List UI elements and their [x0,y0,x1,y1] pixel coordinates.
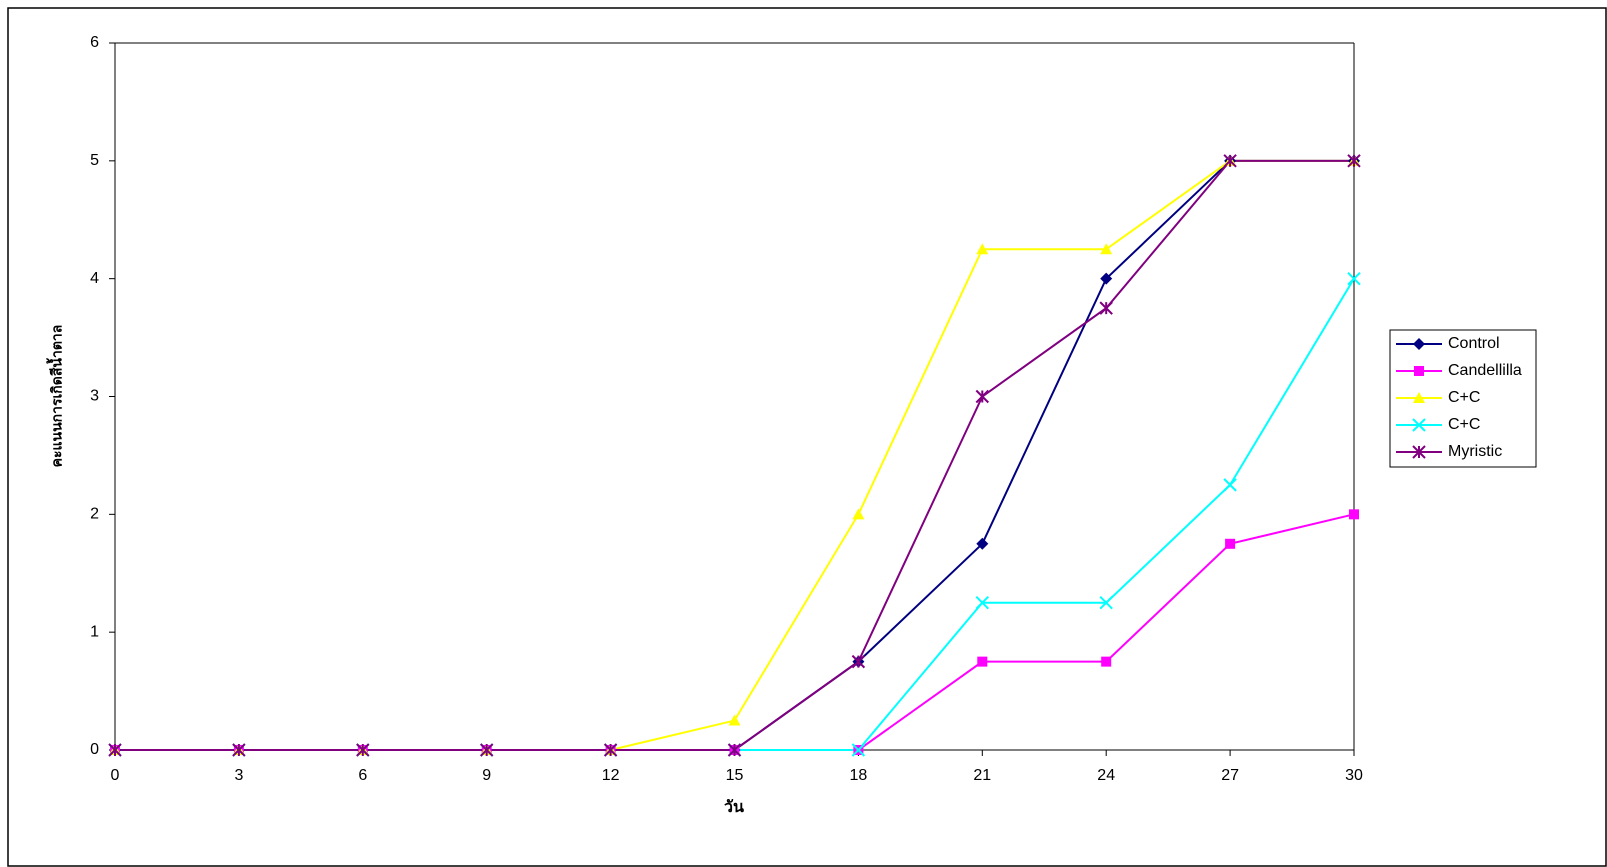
marker [728,714,741,726]
legend-label: C+C [1448,416,1480,433]
legend-label: C+C [1448,389,1480,406]
marker [851,654,866,669]
marker [1099,301,1113,315]
marker [1223,478,1237,492]
marker [1100,272,1113,285]
marker [1100,243,1113,255]
frame [7,7,1607,867]
x-tick-label: 3 [234,767,243,784]
legend-label: Myristic [1448,443,1502,460]
y-tick-label: 2 [90,506,99,523]
legend-label: Candellilla [1448,362,1522,379]
y-tick-label: 5 [90,152,99,169]
x-tick-label: 12 [602,767,620,784]
marker [232,743,246,757]
y-tick-label: 6 [90,34,99,51]
legend-label: Control [1448,335,1500,352]
marker [1413,338,1425,350]
marker [1225,538,1236,549]
marker [976,537,989,550]
x-tick-label: 21 [973,767,991,784]
marker [1349,509,1359,520]
marker [1101,656,1112,667]
marker [108,743,122,757]
marker [1412,418,1426,432]
x-tick-label: 27 [1221,767,1239,784]
y-axis-label: คะแนนการเกิดสีน้ำตาล [46,325,65,468]
x-tick-label: 0 [111,767,120,784]
marker [1413,392,1425,403]
marker [1414,366,1424,376]
marker [603,743,618,757]
x-tick-label: 15 [726,767,744,784]
marker [1412,445,1426,459]
x-tick-label: 18 [850,767,868,784]
marker [1223,154,1237,168]
marker [975,596,990,610]
x-tick-label: 30 [1345,767,1363,784]
x-tick-label: 6 [358,767,367,784]
marker [852,508,865,520]
y-tick-label: 3 [90,388,99,405]
x-tick-label: 24 [1097,767,1115,784]
marker [851,743,866,757]
marker [727,743,742,757]
y-tick-label: 4 [90,270,99,287]
marker [1347,271,1361,286]
marker [976,243,989,255]
y-tick-label: 1 [90,623,99,640]
marker [1099,596,1113,610]
x-tick-label: 9 [482,767,491,784]
x-axis-label: วัน [724,798,744,816]
y-tick-label: 0 [90,741,99,758]
marker [975,389,990,404]
marker [479,743,494,757]
marker [977,656,988,667]
marker [1347,154,1361,168]
marker [356,743,370,757]
